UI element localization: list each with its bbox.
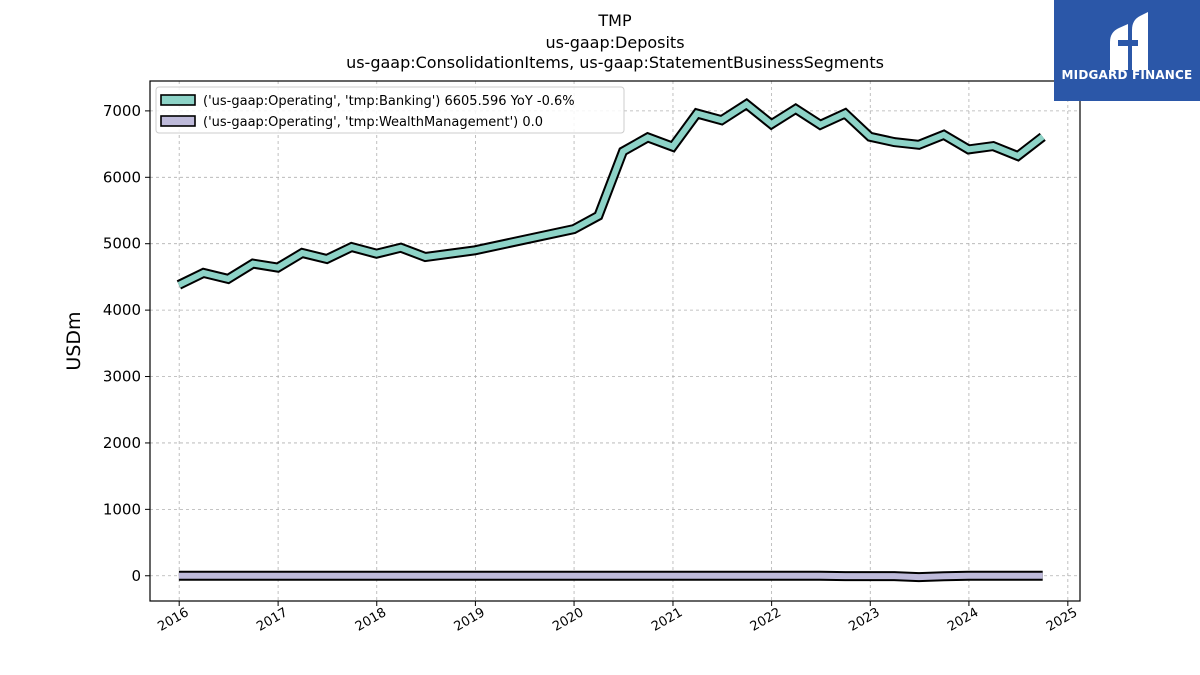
- x-tick-label: 2022: [748, 605, 784, 635]
- chart-title-line-2: us-gaap:Deposits: [545, 33, 684, 52]
- y-tick-label: 5000: [103, 235, 141, 253]
- y-tick-label: 0: [131, 567, 141, 585]
- x-axis: 2016 2017 2018 2019 2020 2021 2022 2023 2024 2025: [155, 601, 1080, 635]
- y-tick-label: 1000: [103, 500, 141, 518]
- x-tick-label: 2024: [945, 605, 981, 635]
- brand-logo: MIDGARD FINANCE: [1054, 0, 1200, 101]
- grid-lines: [150, 81, 1080, 601]
- y-tick-label: 3000: [103, 368, 141, 386]
- series-line-banking: [176, 98, 1046, 290]
- legend-label-banking: ('us-gaap:Operating', 'tmp:Banking') 660…: [203, 94, 575, 109]
- chart-title: TMP us-gaap:Deposits us-gaap:Consolidati…: [346, 11, 884, 72]
- legend-box: [155, 86, 625, 134]
- x-tick-label: 2021: [649, 605, 685, 635]
- chart-title-line-3: us-gaap:ConsolidationItems, us-gaap:Stat…: [346, 53, 884, 72]
- x-tick-label: 2025: [1044, 605, 1080, 635]
- chart-title-line-1: TMP: [597, 11, 632, 30]
- y-axis-label: USDm: [63, 311, 85, 370]
- midgard-logo-icon: [1110, 12, 1148, 70]
- y-tick-label: 4000: [103, 301, 141, 319]
- x-tick-label: 2016: [155, 605, 191, 635]
- legend-label-wealth-management: ('us-gaap:Operating', 'tmp:WealthManagem…: [203, 115, 543, 130]
- x-tick-label: 2020: [550, 605, 586, 635]
- legend: ('us-gaap:Operating', 'tmp:Banking') 660…: [155, 86, 625, 134]
- plot-series: [176, 98, 1046, 583]
- y-tick-label: 2000: [103, 434, 141, 452]
- legend-swatch-wealth-management: [160, 115, 196, 127]
- x-tick-label: 2017: [254, 605, 290, 635]
- series-line-wealth-management: [178, 570, 1043, 583]
- series-line-fill: [178, 572, 1043, 581]
- y-axis: 0 1000 2000 3000 4000 5000 6000 7000: [103, 102, 150, 585]
- legend-swatch-banking: [160, 94, 196, 106]
- plot-frame: [149, 80, 1081, 602]
- y-tick-label: 6000: [103, 168, 141, 186]
- x-tick-label: 2023: [846, 605, 882, 635]
- x-tick-label: 2019: [452, 605, 488, 635]
- brand-name: MIDGARD FINANCE: [1061, 68, 1193, 82]
- y-tick-label: 7000: [103, 102, 141, 120]
- series-line-fill: [177, 100, 1045, 288]
- x-tick-label: 2018: [353, 605, 389, 635]
